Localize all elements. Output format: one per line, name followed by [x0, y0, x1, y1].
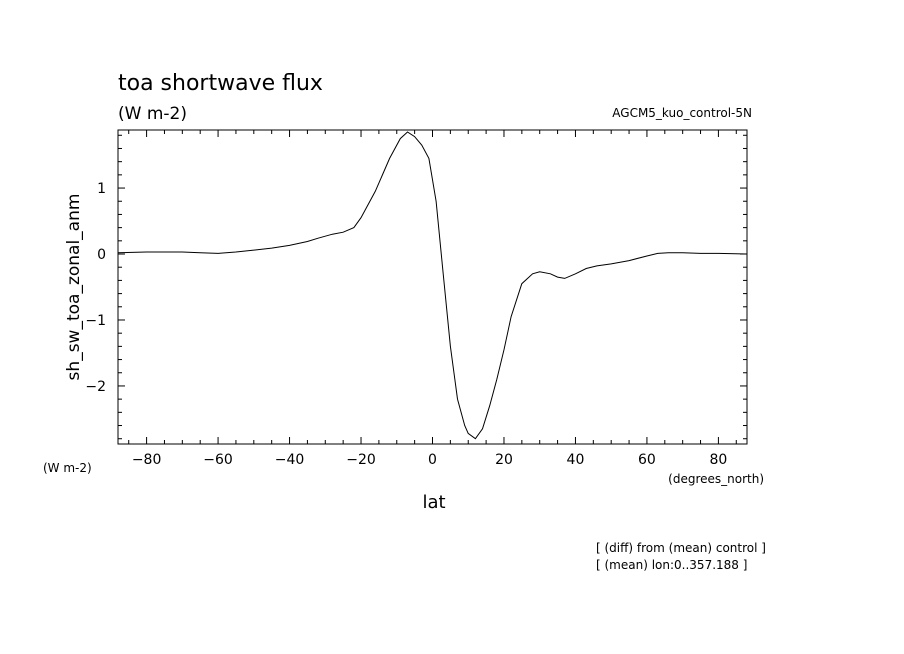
x-tick-label: 80: [709, 452, 727, 468]
x-tick-label: −80: [132, 452, 162, 468]
axis-ticks: [118, 130, 747, 444]
x-tick-label: 60: [638, 452, 656, 468]
x-tick-label: 0: [428, 452, 437, 468]
note-mean: [ (mean) lon:0..357.188 ]: [596, 558, 748, 572]
run-label: AGCM5_kuo_control-5N: [612, 106, 752, 120]
y-tick-label: 0: [97, 247, 106, 263]
tick-labels: −80 −60 −40 −20 0 20 40 60 80 −2 −1 0 1: [85, 181, 727, 468]
y-tick-label: 1: [97, 181, 106, 197]
x-tick-label: −40: [275, 452, 305, 468]
plot-frame: [117, 129, 748, 445]
x-tick-label: −20: [346, 452, 376, 468]
x-tick-label: 40: [567, 452, 585, 468]
x-tick-label: 20: [495, 452, 513, 468]
y-tick-label: −2: [85, 379, 106, 395]
x-axis-label: lat: [422, 492, 445, 513]
chart-title: toa shortwave flux: [118, 71, 323, 96]
chart-subtitle: (W m-2): [118, 104, 187, 124]
x-unit-label: (degrees_north): [668, 472, 764, 486]
series-line: [117, 131, 748, 440]
y-unit-label: (W m-2): [43, 461, 92, 475]
x-tick-label: −60: [203, 452, 233, 468]
y-axis-label: sh_sw_toa_zonal_anm: [64, 194, 84, 381]
note-diff: [ (diff) from (mean) control ]: [596, 541, 766, 555]
y-tick-label: −1: [85, 313, 106, 329]
